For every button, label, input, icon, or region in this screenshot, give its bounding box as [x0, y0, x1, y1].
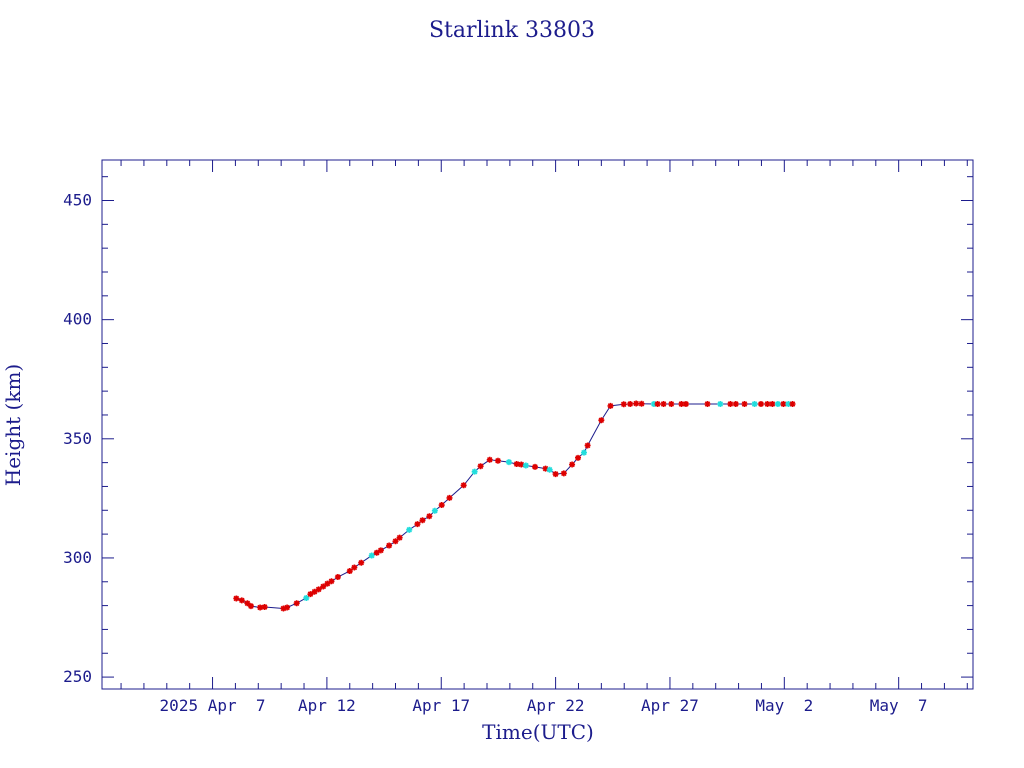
data-point [438, 502, 445, 509]
data-point [358, 559, 365, 566]
data-point [682, 401, 689, 408]
data-point [741, 401, 748, 408]
data-point [660, 401, 667, 408]
data-point [764, 401, 771, 408]
data-point [569, 461, 576, 468]
data-point [396, 534, 403, 541]
data-point [477, 463, 484, 470]
x-tick-label: May 2 [755, 696, 813, 715]
data-point [654, 401, 661, 408]
data-point [311, 588, 318, 595]
data-point [774, 401, 781, 408]
y-tick-label: 300 [63, 548, 92, 567]
data-point [505, 459, 512, 466]
y-axis-label: Height (km) [1, 364, 25, 486]
data-point [638, 400, 645, 407]
x-tick-label: Apr 27 [641, 696, 699, 715]
data-point [244, 600, 251, 607]
data-point [406, 526, 413, 533]
data-point [284, 604, 291, 611]
data-point [513, 461, 520, 468]
data-point [324, 580, 331, 587]
data-point [678, 401, 685, 408]
data-point [785, 401, 792, 408]
data-point [257, 604, 264, 611]
y-tick-label: 250 [63, 667, 92, 686]
plot-area: 250 300 350 400 450 2025 Apr 7 Apr 12 Apr 17 Apr… [63, 159, 974, 715]
data-point [261, 604, 268, 611]
data-point [560, 470, 567, 477]
data-point [392, 538, 399, 545]
data-point [751, 401, 758, 408]
data-point [620, 401, 627, 408]
data-point [471, 468, 478, 475]
data-point [377, 547, 384, 554]
data-point [769, 401, 776, 408]
data-point [668, 401, 675, 408]
data-point [757, 401, 764, 408]
data-point [351, 564, 358, 571]
x-tick-label: May 7 [870, 696, 928, 715]
data-point [580, 449, 587, 456]
data-point [368, 552, 375, 559]
data-point [518, 461, 525, 468]
data-point [414, 521, 421, 528]
data-point [307, 591, 314, 598]
data-point [598, 417, 605, 424]
data-point [334, 574, 341, 581]
data-point [542, 465, 549, 472]
data-point [386, 542, 393, 549]
data-point [717, 401, 724, 408]
data-point [426, 513, 433, 520]
plot-frame [101, 159, 974, 690]
data-point [633, 400, 640, 407]
y-tick-label: 350 [63, 429, 92, 448]
data-point [789, 401, 796, 408]
data-point [247, 603, 254, 610]
series-line [236, 402, 793, 610]
data-point [233, 595, 240, 602]
x-tick-label: Apr 12 [298, 696, 356, 715]
data-point [419, 517, 426, 524]
data-point [320, 583, 327, 590]
chart-title: Starlink 33803 [429, 18, 595, 43]
data-point [522, 462, 529, 469]
data-point [546, 466, 553, 473]
data-point [373, 549, 380, 556]
data-point [727, 401, 734, 408]
y-tick-label: 400 [63, 310, 92, 329]
data-point [460, 482, 467, 489]
data-point [315, 586, 322, 593]
data-point [732, 401, 739, 408]
data-point [328, 578, 335, 585]
data-point [584, 442, 591, 449]
y-tick-label: 450 [63, 191, 92, 210]
data-point [780, 401, 787, 408]
data-point [431, 507, 438, 514]
data-point [446, 494, 453, 501]
data-point [552, 471, 559, 478]
data-point [494, 457, 501, 464]
data-point [280, 605, 287, 612]
data-point [575, 454, 582, 461]
data-point [704, 401, 711, 408]
data-point [607, 402, 614, 409]
data-point [532, 463, 539, 470]
data-point [238, 597, 245, 604]
data-point [650, 401, 657, 408]
data-point [486, 456, 493, 463]
x-tick-label: 2025 Apr 7 [160, 696, 266, 715]
data-point [303, 594, 310, 601]
x-tick-label: Apr 17 [412, 696, 470, 715]
data-point [627, 401, 634, 408]
data-point [346, 568, 353, 575]
x-axis-label: Time(UTC) [482, 720, 594, 744]
data-point [293, 600, 300, 607]
x-tick-label: Apr 22 [527, 696, 585, 715]
